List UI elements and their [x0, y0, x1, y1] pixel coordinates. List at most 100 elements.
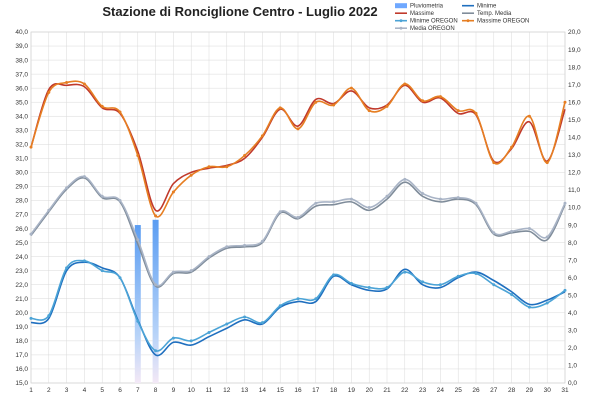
y-tick-label: 24,0 [15, 254, 28, 261]
legend-item: Minime [462, 4, 497, 10]
x-tick-label: 27 [490, 387, 498, 394]
legend-item: Minime OREGON [395, 19, 458, 25]
rain-bar [152, 219, 159, 383]
y2-tick-label: 17,0 [568, 82, 581, 89]
point-massime-oregon [438, 95, 442, 99]
point-media-oregon [314, 201, 318, 205]
y-tick-label: 33,0 [15, 127, 28, 134]
point-massime-oregon [100, 104, 104, 108]
point-minime-oregon [136, 319, 140, 323]
y2-tick-label: 2,0 [568, 345, 577, 352]
point-minime-oregon [260, 321, 264, 325]
y-tick-label: 34,0 [15, 113, 28, 120]
point-minime-oregon [154, 349, 158, 353]
y-tick-label: 15,0 [15, 380, 28, 387]
x-tick-label: 14 [259, 387, 267, 394]
point-massime-oregon [296, 127, 300, 131]
x-tick-label: 22 [401, 387, 409, 394]
legend-item: Pluviometria [395, 3, 444, 10]
point-minime-oregon [545, 301, 549, 305]
x-tick-label: 21 [383, 387, 391, 394]
legend-swatch [395, 3, 407, 9]
x-tick-label: 29 [526, 387, 534, 394]
point-media-oregon [510, 229, 514, 233]
point-media-oregon [385, 194, 389, 198]
point-minime-oregon [82, 259, 86, 263]
x-tick-label: 15 [277, 387, 285, 394]
point-minime-oregon [278, 304, 282, 308]
point-media-oregon [403, 177, 407, 181]
y-tick-label: 20,0 [15, 310, 28, 317]
legend-label: Minime [477, 4, 497, 10]
y-tick-label: 28,0 [15, 198, 28, 205]
point-media-oregon [189, 269, 193, 273]
point-massime-oregon [260, 134, 264, 138]
point-massime-oregon [349, 86, 353, 90]
point-massime-oregon [421, 99, 425, 103]
x-tick-label: 20 [366, 387, 374, 394]
point-massime-oregon [171, 190, 175, 194]
point-massime-oregon [82, 82, 86, 86]
point-media-oregon [243, 243, 247, 247]
point-minime-oregon [349, 281, 353, 285]
x-tick-label: 19 [348, 387, 356, 394]
point-minime-oregon [314, 297, 318, 301]
legend-item: Massime OREGON [462, 19, 529, 25]
x-tick-label: 24 [437, 387, 445, 394]
legend-item: Media OREGON [395, 26, 455, 32]
x-tick-label: 11 [206, 387, 213, 394]
point-minime-oregon [29, 316, 33, 320]
grid-layer [30, 31, 566, 384]
point-massime-oregon [47, 90, 51, 94]
point-minime-oregon [225, 322, 229, 326]
x-tick-label: 2 [47, 387, 51, 394]
y2-tick-label: 19,0 [568, 47, 581, 54]
y-tick-label: 25,0 [15, 240, 28, 247]
point-media-oregon [421, 191, 425, 195]
y2-tick-label: 15,0 [568, 117, 581, 124]
point-minime-oregon [385, 286, 389, 290]
y-tick-label: 17,0 [15, 352, 28, 359]
point-media-oregon [332, 200, 336, 204]
point-massime-oregon [510, 145, 514, 149]
point-minime-oregon [65, 266, 69, 270]
point-massime-oregon [403, 82, 407, 86]
y-tick-label: 27,0 [15, 212, 28, 219]
y2-tick-label: 16,0 [568, 99, 581, 106]
legend-item: Massime [395, 11, 435, 17]
y2-tick-label: 4,0 [568, 310, 577, 317]
point-minime-oregon [207, 330, 211, 334]
point-minime-oregon [100, 269, 104, 273]
y-tick-label: 18,0 [15, 338, 28, 345]
point-media-oregon [527, 227, 531, 231]
y2-tick-label: 11,0 [568, 187, 581, 194]
rain-bar [134, 225, 141, 383]
y-tick-label: 31,0 [15, 156, 28, 163]
point-minime-oregon [438, 283, 442, 287]
point-minime-oregon [171, 336, 175, 340]
point-media-oregon [563, 201, 567, 205]
point-minime-oregon [510, 293, 514, 297]
y2-tick-label: 9,0 [568, 222, 577, 229]
point-minime-oregon [403, 270, 407, 274]
x-tick-label: 10 [188, 387, 196, 394]
point-massime-oregon [225, 165, 229, 169]
y-tick-label: 29,0 [15, 184, 28, 191]
point-massime-oregon [154, 214, 158, 218]
point-minime-oregon [474, 271, 478, 275]
point-massime-oregon [136, 154, 140, 158]
x-tick-label: 6 [118, 387, 122, 394]
x-tick-label: 17 [312, 387, 320, 394]
legend-marker [466, 19, 470, 23]
point-minime-oregon [118, 276, 122, 280]
point-media-oregon [260, 239, 264, 243]
x-tick-label: 8 [154, 387, 158, 394]
x-tick-label: 26 [472, 387, 480, 394]
y-tick-label: 39,0 [15, 43, 28, 50]
point-minime-oregon [421, 280, 425, 284]
y2-tick-label: 0,0 [568, 380, 577, 387]
y2-tick-label: 18,0 [568, 64, 581, 71]
legend-label: Massime [410, 11, 435, 17]
point-massime-oregon [385, 104, 389, 108]
